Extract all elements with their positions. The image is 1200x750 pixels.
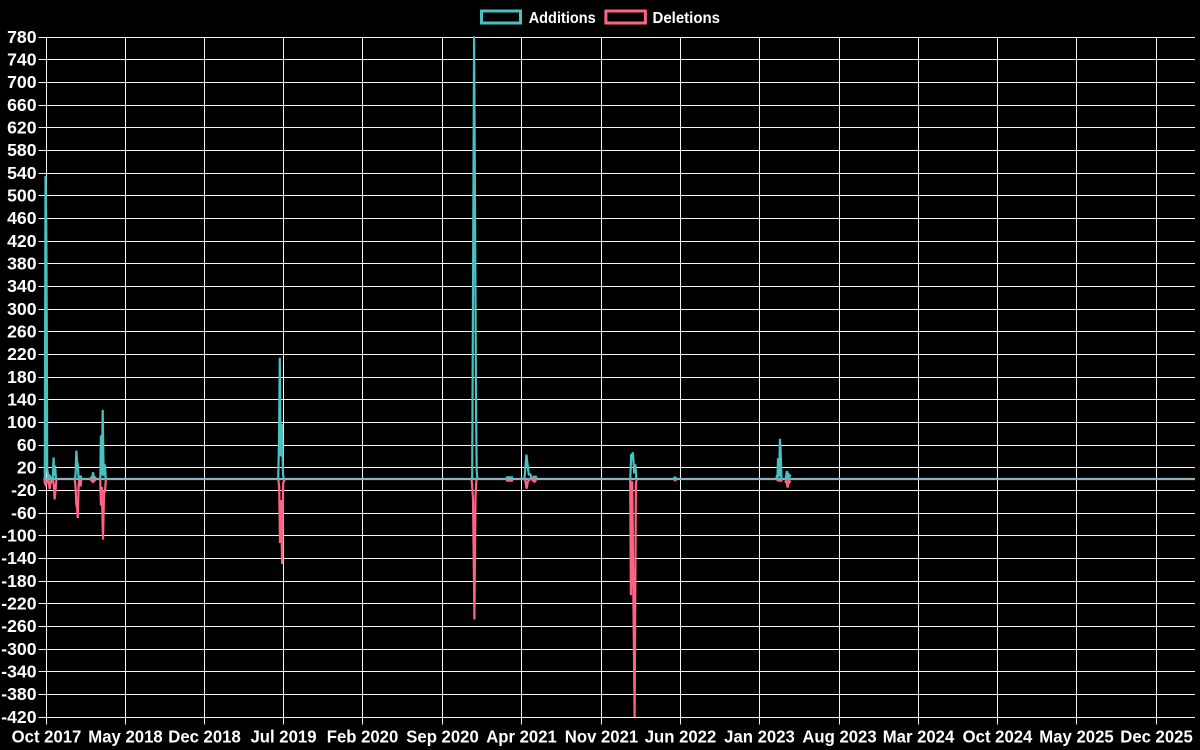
svg-text:780: 780 [7, 27, 37, 47]
svg-text:Oct 2024: Oct 2024 [963, 727, 1033, 747]
svg-text:Oct 2017: Oct 2017 [12, 727, 82, 747]
svg-text:100: 100 [7, 412, 37, 432]
svg-text:540: 540 [7, 163, 37, 183]
svg-text:60: 60 [17, 435, 37, 455]
svg-text:Nov 2021: Nov 2021 [565, 727, 639, 747]
svg-text:220: 220 [7, 344, 37, 364]
svg-text:20: 20 [17, 458, 37, 478]
svg-text:Deletions: Deletions [653, 10, 721, 27]
svg-text:Dec 2025: Dec 2025 [1120, 727, 1193, 747]
svg-text:-300: -300 [1, 639, 36, 659]
svg-text:-140: -140 [1, 548, 36, 568]
svg-text:420: 420 [7, 231, 37, 251]
svg-text:500: 500 [7, 186, 37, 206]
svg-text:-380: -380 [1, 684, 36, 704]
svg-text:Mar 2024: Mar 2024 [883, 727, 955, 747]
svg-text:Dec 2018: Dec 2018 [168, 727, 241, 747]
svg-text:Feb 2020: Feb 2020 [327, 727, 399, 747]
svg-text:-220: -220 [1, 594, 36, 614]
svg-text:140: 140 [7, 390, 37, 410]
svg-text:-20: -20 [11, 480, 37, 500]
svg-text:Jul 2019: Jul 2019 [251, 727, 317, 747]
svg-text:Apr 2021: Apr 2021 [486, 727, 557, 747]
svg-text:-100: -100 [1, 526, 36, 546]
svg-text:-60: -60 [11, 503, 37, 523]
svg-text:-180: -180 [1, 571, 36, 591]
svg-text:Jun 2022: Jun 2022 [645, 727, 717, 747]
svg-text:Jan 2023: Jan 2023 [724, 727, 795, 747]
svg-text:620: 620 [7, 118, 37, 138]
svg-text:340: 340 [7, 276, 37, 296]
svg-text:700: 700 [7, 72, 37, 92]
svg-text:-340: -340 [1, 662, 36, 682]
svg-text:300: 300 [7, 299, 37, 319]
svg-text:Additions: Additions [529, 10, 596, 27]
svg-text:740: 740 [7, 50, 37, 70]
svg-text:-420: -420 [1, 707, 36, 727]
svg-text:May 2025: May 2025 [1039, 727, 1114, 747]
svg-text:460: 460 [7, 208, 37, 228]
svg-text:Aug 2023: Aug 2023 [802, 727, 876, 747]
svg-text:660: 660 [7, 95, 37, 115]
svg-text:180: 180 [7, 367, 37, 387]
svg-text:Sep 2020: Sep 2020 [406, 727, 479, 747]
svg-text:260: 260 [7, 322, 37, 342]
svg-text:380: 380 [7, 254, 37, 274]
svg-text:-260: -260 [1, 616, 36, 636]
svg-text:May 2018: May 2018 [88, 727, 163, 747]
svg-text:580: 580 [7, 140, 37, 160]
